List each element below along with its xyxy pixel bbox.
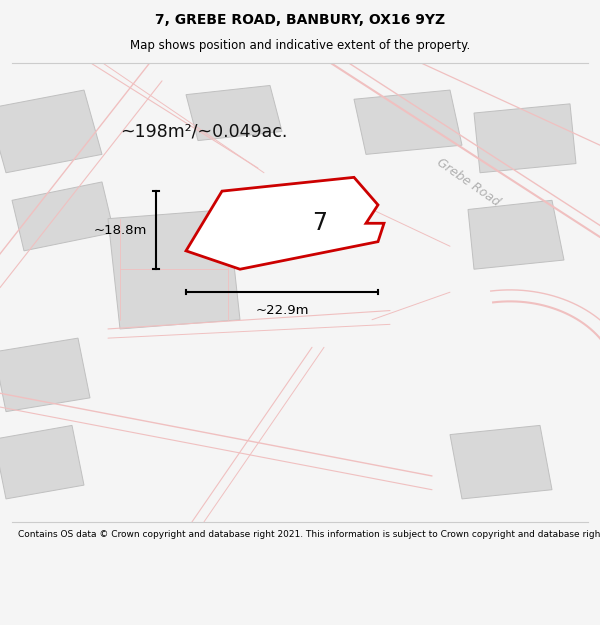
Polygon shape (0, 426, 84, 499)
Text: 7: 7 (312, 211, 327, 235)
Polygon shape (0, 90, 102, 172)
Text: ~198m²/~0.049ac.: ~198m²/~0.049ac. (120, 122, 287, 141)
Text: ~22.9m: ~22.9m (255, 304, 309, 317)
Text: ~18.8m: ~18.8m (94, 224, 147, 237)
Polygon shape (0, 338, 90, 412)
Text: Contains OS data © Crown copyright and database right 2021. This information is : Contains OS data © Crown copyright and d… (18, 530, 600, 539)
Polygon shape (354, 90, 462, 154)
Text: Map shows position and indicative extent of the property.: Map shows position and indicative extent… (130, 39, 470, 52)
Polygon shape (186, 177, 384, 269)
Polygon shape (12, 182, 114, 251)
Polygon shape (108, 209, 240, 329)
Polygon shape (450, 426, 552, 499)
Polygon shape (468, 200, 564, 269)
Text: Grebe Road: Grebe Road (434, 156, 502, 209)
Polygon shape (474, 104, 576, 172)
Text: 7, GREBE ROAD, BANBURY, OX16 9YZ: 7, GREBE ROAD, BANBURY, OX16 9YZ (155, 12, 445, 26)
Polygon shape (186, 86, 282, 141)
